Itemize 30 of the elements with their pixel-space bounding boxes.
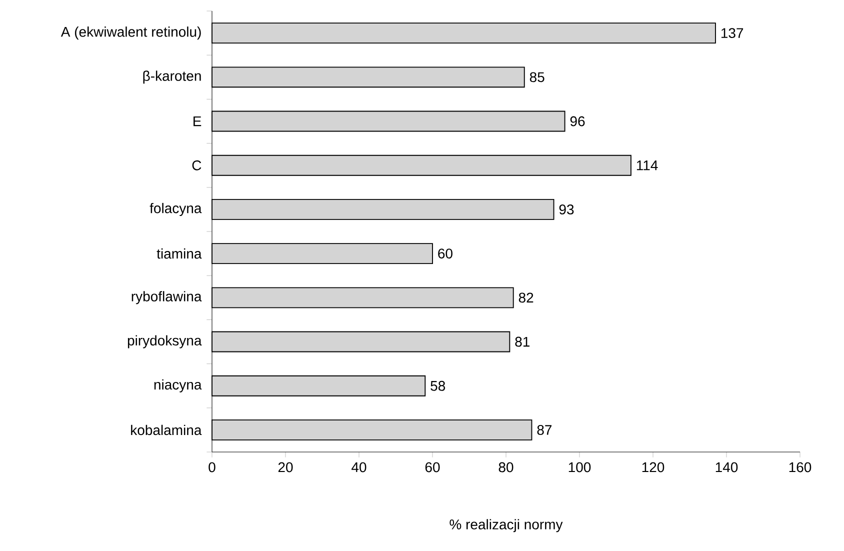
y-tick-label: β-karoten [143, 70, 201, 84]
data-label: 137 [721, 28, 744, 38]
data-label: 93 [559, 204, 574, 214]
data-label: 81 [515, 336, 530, 347]
y-tick-label: folacyna [150, 202, 202, 216]
y-tick-label: A (ekwiwalent retinolu) [60, 26, 201, 40]
data-label: 87 [537, 425, 552, 435]
data-label: 114 [636, 160, 658, 170]
y-tick-label: kobalamina [131, 424, 202, 436]
y-tick-label: E [194, 116, 202, 126]
data-label: 58 [430, 380, 446, 391]
x-tick-label: 120 [642, 462, 664, 472]
y-tick-label: C [192, 160, 202, 170]
data-label: 85 [530, 72, 544, 82]
x-tick-label: 60 [425, 462, 440, 472]
x-tick-label: 0 [208, 462, 216, 472]
x-tick-label: 100 [568, 462, 591, 472]
data-label: 82 [518, 292, 534, 303]
y-tick-label: ryboflawina [132, 291, 202, 304]
y-tick-label: tiamina [156, 248, 202, 259]
x-tick-label: 40 [352, 462, 366, 472]
x-tick-label: 20 [278, 462, 293, 472]
y-tick-label: niacyna [154, 379, 202, 392]
data-label: 60 [438, 248, 452, 259]
x-tick-label: 140 [716, 462, 738, 472]
x-tick-label: 80 [498, 462, 514, 472]
data-label: 96 [570, 116, 585, 126]
y-tick-label: pirydoksyna [128, 335, 202, 348]
x-tick-label: 160 [789, 462, 812, 472]
x-axis-title: % realizacji normy [450, 519, 563, 532]
